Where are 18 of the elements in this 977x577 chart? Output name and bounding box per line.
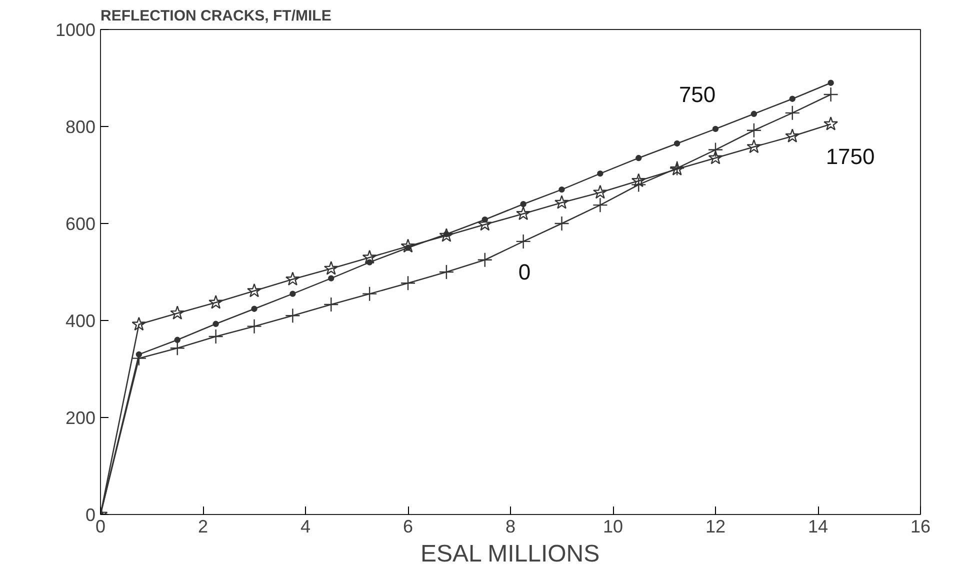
- series-label: 750: [678, 82, 716, 107]
- x-tick-label: 10: [602, 516, 624, 536]
- y-tick-label: 1000: [55, 20, 96, 40]
- x-tick-label: 14: [808, 516, 828, 536]
- x-tick-label: 4: [300, 516, 311, 536]
- y-tick-label: 600: [65, 214, 96, 234]
- y-tick-label: 800: [65, 117, 96, 137]
- y-tick-label: 200: [65, 408, 96, 428]
- x-tick-label: 2: [198, 516, 208, 536]
- series-label: 0: [518, 259, 531, 284]
- x-tick-label: 16: [910, 516, 931, 536]
- x-tick-label: 12: [705, 516, 726, 536]
- y-axis-title: REFLECTION CRACKS, FT/MILE: [100, 8, 332, 24]
- series-label: 1750: [826, 144, 875, 170]
- x-tick-label: 8: [505, 516, 516, 536]
- x-axis-title: ESAL MILLIONS: [420, 540, 600, 568]
- x-tick-label: 6: [402, 516, 414, 536]
- y-tick-label: 400: [65, 311, 96, 331]
